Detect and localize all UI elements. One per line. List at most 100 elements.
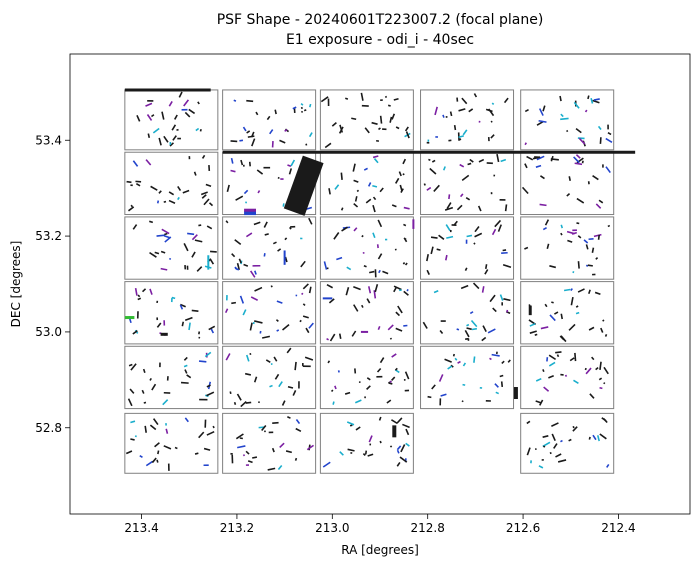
psf-whisker xyxy=(560,117,569,121)
psf-whisker xyxy=(308,217,313,225)
psf-whisker xyxy=(402,173,405,176)
psf-whisker xyxy=(363,167,368,171)
psf-whisker xyxy=(542,369,545,373)
psf-whisker xyxy=(373,158,379,164)
psf-whisker xyxy=(257,190,261,194)
psf-whisker xyxy=(302,303,306,306)
psf-whisker xyxy=(503,97,509,104)
psf-whisker xyxy=(351,117,357,121)
psf-whisker xyxy=(332,401,335,405)
psf-whisker xyxy=(305,327,310,334)
psf-whisker xyxy=(279,139,286,144)
psf-whisker xyxy=(128,363,133,367)
psf-whisker xyxy=(164,236,172,243)
psf-whisker xyxy=(581,160,584,164)
ota-frame xyxy=(420,216,515,280)
psf-whisker xyxy=(328,188,331,195)
ota-frame xyxy=(319,345,414,410)
psf-whisker xyxy=(397,305,403,314)
psf-whisker xyxy=(446,235,454,239)
psf-whisker xyxy=(402,262,406,265)
psf-whisker xyxy=(484,269,489,275)
psf-whisker xyxy=(250,296,259,301)
psf-whisker xyxy=(274,373,280,380)
psf-whisker xyxy=(346,421,355,426)
psf-whisker xyxy=(594,291,601,295)
psf-whisker xyxy=(503,298,511,302)
psf-whisker xyxy=(132,160,139,167)
psf-whisker xyxy=(543,386,550,392)
psf-whisker xyxy=(490,120,493,123)
psf-whisker xyxy=(242,126,247,132)
psf-whisker xyxy=(529,322,536,327)
psf-whisker xyxy=(603,366,609,375)
psf-whisker xyxy=(555,453,562,458)
psf-whisker xyxy=(141,389,145,394)
psf-whisker xyxy=(345,287,350,296)
psf-whisker xyxy=(284,256,288,263)
psf-whisker xyxy=(405,442,410,447)
psf-whisker xyxy=(195,127,200,132)
psf-whisker xyxy=(144,425,147,433)
y-axis-ticks: 52.8 53.0 53.2 53.4 xyxy=(35,133,70,435)
psf-whisker xyxy=(345,97,349,100)
psf-whisker xyxy=(543,445,546,448)
psf-whisker xyxy=(399,184,403,192)
psf-whisker xyxy=(186,374,192,379)
psf-whisker xyxy=(499,374,504,378)
psf-whisker xyxy=(163,445,172,450)
psf-whisker xyxy=(583,239,589,244)
psf-whisker xyxy=(524,246,529,250)
psf-whisker xyxy=(377,326,381,330)
psf-whisker xyxy=(277,465,283,471)
psf-whisker xyxy=(405,131,410,139)
psf-whisker xyxy=(149,424,157,431)
psf-whisker xyxy=(461,174,470,182)
x-tick-label: 212.4 xyxy=(601,521,635,535)
psf-whisker xyxy=(379,115,383,124)
psf-whisker xyxy=(481,286,485,293)
ota-frame xyxy=(520,412,615,474)
psf-whisker xyxy=(130,420,136,424)
psf-whisker xyxy=(150,114,155,118)
psf-whisker xyxy=(548,375,554,379)
psf-whisker xyxy=(564,374,568,377)
psf-whisker xyxy=(274,109,277,115)
psf-whisker xyxy=(585,244,589,250)
psf-whisker xyxy=(588,289,591,295)
psf-whisker xyxy=(461,97,468,105)
psf-whisker xyxy=(177,186,182,192)
psf-whisker xyxy=(404,238,407,241)
psf-whisker xyxy=(574,352,577,362)
psf-whisker xyxy=(130,363,137,371)
psf-whisker xyxy=(160,267,168,271)
psf-whisker xyxy=(239,437,243,440)
psf-whisker xyxy=(388,381,391,384)
psf-whisker xyxy=(438,374,444,382)
psf-whisker xyxy=(130,204,134,208)
psf-whisker xyxy=(590,97,594,104)
psf-whisker xyxy=(134,435,137,438)
psf-whisker xyxy=(353,304,359,312)
psf-whisker xyxy=(536,155,545,161)
psf-whisker xyxy=(456,328,460,331)
ota-frame xyxy=(124,151,219,216)
psf-whisker xyxy=(349,424,353,427)
psf-whisker xyxy=(288,168,293,175)
psf-whisker xyxy=(132,330,138,335)
psf-whisker xyxy=(327,360,331,364)
psf-whisker xyxy=(540,326,549,330)
psf-whisker xyxy=(563,288,571,292)
ota-frame xyxy=(420,345,515,410)
psf-whisker xyxy=(157,450,160,455)
psf-whisker xyxy=(466,323,470,327)
y-tick-label: 53.0 xyxy=(35,325,62,339)
psf-whisker xyxy=(174,446,178,450)
psf-whisker xyxy=(236,263,241,270)
psf-whisker xyxy=(160,250,166,254)
psf-whisker xyxy=(462,129,468,136)
psf-whisker xyxy=(150,185,158,191)
psf-whisker xyxy=(339,451,344,456)
x-tick-label: 213.4 xyxy=(124,521,158,535)
